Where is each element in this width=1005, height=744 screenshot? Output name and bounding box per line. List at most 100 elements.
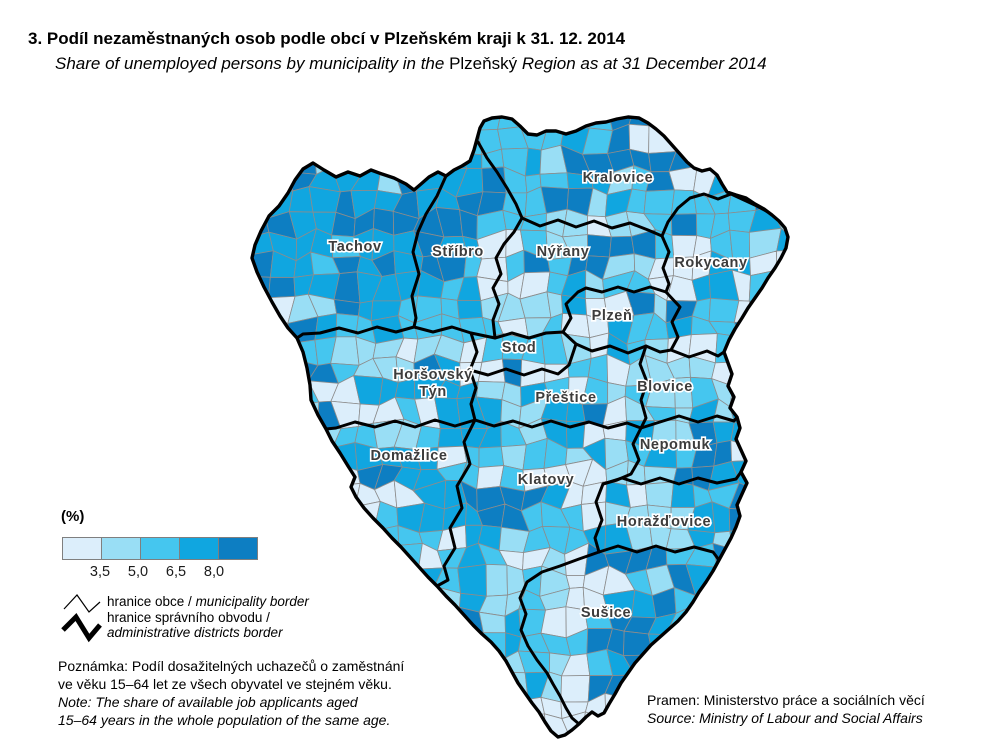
municipality-cell xyxy=(350,125,383,149)
municipality-cell xyxy=(465,651,485,680)
municipality-cell xyxy=(269,418,296,444)
municipality-cell xyxy=(331,506,356,533)
source-english: Source: Ministry of Labour and Social Af… xyxy=(647,710,923,726)
municipality-cell xyxy=(439,671,467,694)
municipality-cell xyxy=(795,148,819,174)
municipality-cell xyxy=(652,651,674,679)
municipality-cell xyxy=(380,147,401,171)
municipality-cell xyxy=(252,480,253,508)
legend-swatch-1 xyxy=(62,537,102,560)
municipality-cell xyxy=(461,739,487,744)
municipality-cell xyxy=(252,150,269,176)
municipality-cell xyxy=(465,632,484,655)
municipality-cell xyxy=(252,117,271,127)
border-legend-municipality: hranice obce / municipality border xyxy=(107,594,309,610)
municipality-cell xyxy=(374,636,402,658)
municipality-cell xyxy=(267,402,295,423)
municipality-cell xyxy=(794,401,818,422)
municipality-cell xyxy=(666,735,696,737)
municipality-cell xyxy=(415,123,446,154)
district-border-line xyxy=(468,342,578,377)
municipality-cell xyxy=(266,149,295,176)
municipality-cell xyxy=(330,528,361,555)
district-border-line xyxy=(435,418,477,588)
district-labels: Tachov Stříbro Kralovice Nýřany Rokycany Plze… xyxy=(327,168,749,622)
municipality-cell xyxy=(372,117,399,127)
municipality-cell xyxy=(560,675,591,703)
municipality-cell xyxy=(770,193,788,213)
municipality-cell xyxy=(777,585,788,614)
municipality-cell xyxy=(227,210,250,238)
municipality-cell xyxy=(287,734,311,737)
municipality-cell xyxy=(770,360,788,386)
municipality-cell xyxy=(797,737,817,744)
municipality-cell xyxy=(752,631,783,659)
municipality-cell xyxy=(292,485,315,512)
municipality-cell xyxy=(396,117,422,125)
municipality-cell xyxy=(419,638,447,653)
note-english-line2: 15–64 years in the whole population of t… xyxy=(58,712,391,728)
municipality-cell xyxy=(727,629,759,658)
municipality-cell xyxy=(729,569,760,597)
municipality-cell xyxy=(773,736,788,737)
subtitle-region-name: Plzeňský xyxy=(449,54,518,73)
district-label-stod: Stod xyxy=(502,340,537,356)
municipality-cell xyxy=(481,740,508,744)
municipality-cell xyxy=(415,117,446,127)
district-label-blovice: Blovice xyxy=(637,379,693,395)
subtitle-part1: Share of unemployed persons by municipal… xyxy=(55,54,450,73)
municipality-cell xyxy=(310,462,334,491)
source-czech: Pramen: Ministerstvo práce a sociálních … xyxy=(647,692,925,708)
municipality-cell xyxy=(252,398,270,423)
municipality-cell xyxy=(795,611,813,638)
municipality-cell xyxy=(439,691,463,722)
legend-unit-label: (%) xyxy=(61,508,85,525)
municipality-cell xyxy=(565,575,586,589)
district-border-line xyxy=(660,234,671,294)
municipality-cell xyxy=(252,145,253,170)
municipality-cell xyxy=(587,234,612,258)
legend-class-breaks: 3,5 5,0 6,5 8,0 xyxy=(62,564,302,582)
note-czech-line1: Poznámka: Podíl dosažitelných uchazečů o… xyxy=(58,658,405,674)
municipality-cell xyxy=(485,563,508,597)
municipality-cell xyxy=(709,629,735,660)
municipality-cell xyxy=(753,333,777,362)
municipality-cell xyxy=(728,117,759,135)
municipality-cell xyxy=(792,460,818,483)
municipality-cell xyxy=(476,381,506,401)
note-english-line1: Note: The share of available job applica… xyxy=(58,694,358,710)
municipality-cell xyxy=(395,588,423,617)
municipality-cell xyxy=(643,189,675,215)
municipality-cell xyxy=(774,333,788,363)
municipality-cell xyxy=(671,213,698,237)
municipality-cell xyxy=(772,117,788,133)
municipality-cell xyxy=(671,649,699,681)
municipality-cell xyxy=(352,528,384,555)
municipality-cell xyxy=(581,732,609,737)
municipality-cell xyxy=(252,192,268,220)
municipality-cell xyxy=(651,735,673,737)
district-border-line xyxy=(410,174,448,329)
municipality-cell xyxy=(770,657,788,681)
district-border-line xyxy=(669,348,726,359)
municipality-cell xyxy=(358,117,378,131)
municipality-cell xyxy=(539,172,569,189)
municipality-cell xyxy=(754,399,779,428)
district-label-horažďovice: Horažďovice xyxy=(617,514,711,530)
municipality-cell xyxy=(644,481,674,508)
subtitle-part3: Region as at 31 December 2014 xyxy=(517,54,767,73)
municipality-cell xyxy=(753,736,783,737)
municipality-cell xyxy=(753,117,781,135)
district-border-line xyxy=(324,418,477,431)
legend-break-label: 8,0 xyxy=(203,564,225,580)
municipality-cell xyxy=(252,165,255,194)
municipality-cell xyxy=(442,634,467,655)
municipality-cell xyxy=(793,551,822,567)
municipality-cell xyxy=(331,585,356,613)
municipality-cell xyxy=(252,462,268,490)
municipality-cell xyxy=(393,636,422,652)
municipality-cell xyxy=(749,165,782,195)
municipality-cell xyxy=(749,656,779,680)
legend-break-label: 3,5 xyxy=(89,564,111,580)
